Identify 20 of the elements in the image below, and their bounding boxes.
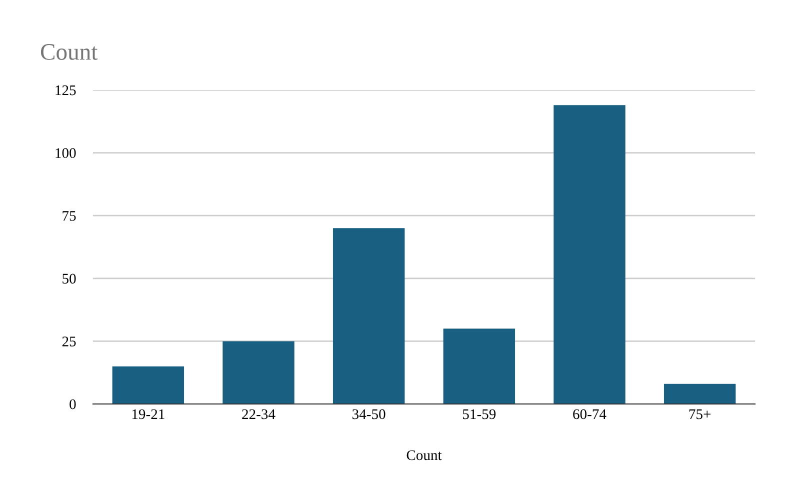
bar xyxy=(443,328,516,404)
bar xyxy=(332,228,405,404)
y-tick-label: 50 xyxy=(62,274,76,284)
x-tick-label: 22-34 xyxy=(242,409,276,420)
bar xyxy=(112,366,184,404)
x-tick-label: 60-74 xyxy=(573,409,606,420)
y-tick-label: 125 xyxy=(56,85,76,96)
x-tick-label: 51-59 xyxy=(463,409,496,420)
x-tick-label: 75+ xyxy=(689,409,711,420)
bar xyxy=(554,105,626,404)
y-tick-label: 25 xyxy=(62,336,76,346)
x-tick-label: 19-21 xyxy=(132,409,164,420)
bar xyxy=(222,341,294,404)
y-tick-label: 75 xyxy=(62,211,76,221)
y-tick-label: 0 xyxy=(70,399,76,410)
y-tick-label: 100 xyxy=(56,148,76,158)
x-tick-label: 34-50 xyxy=(352,409,386,420)
bar xyxy=(664,384,736,404)
x-axis-title: Count xyxy=(406,450,442,460)
chart-title: Count xyxy=(40,44,98,60)
